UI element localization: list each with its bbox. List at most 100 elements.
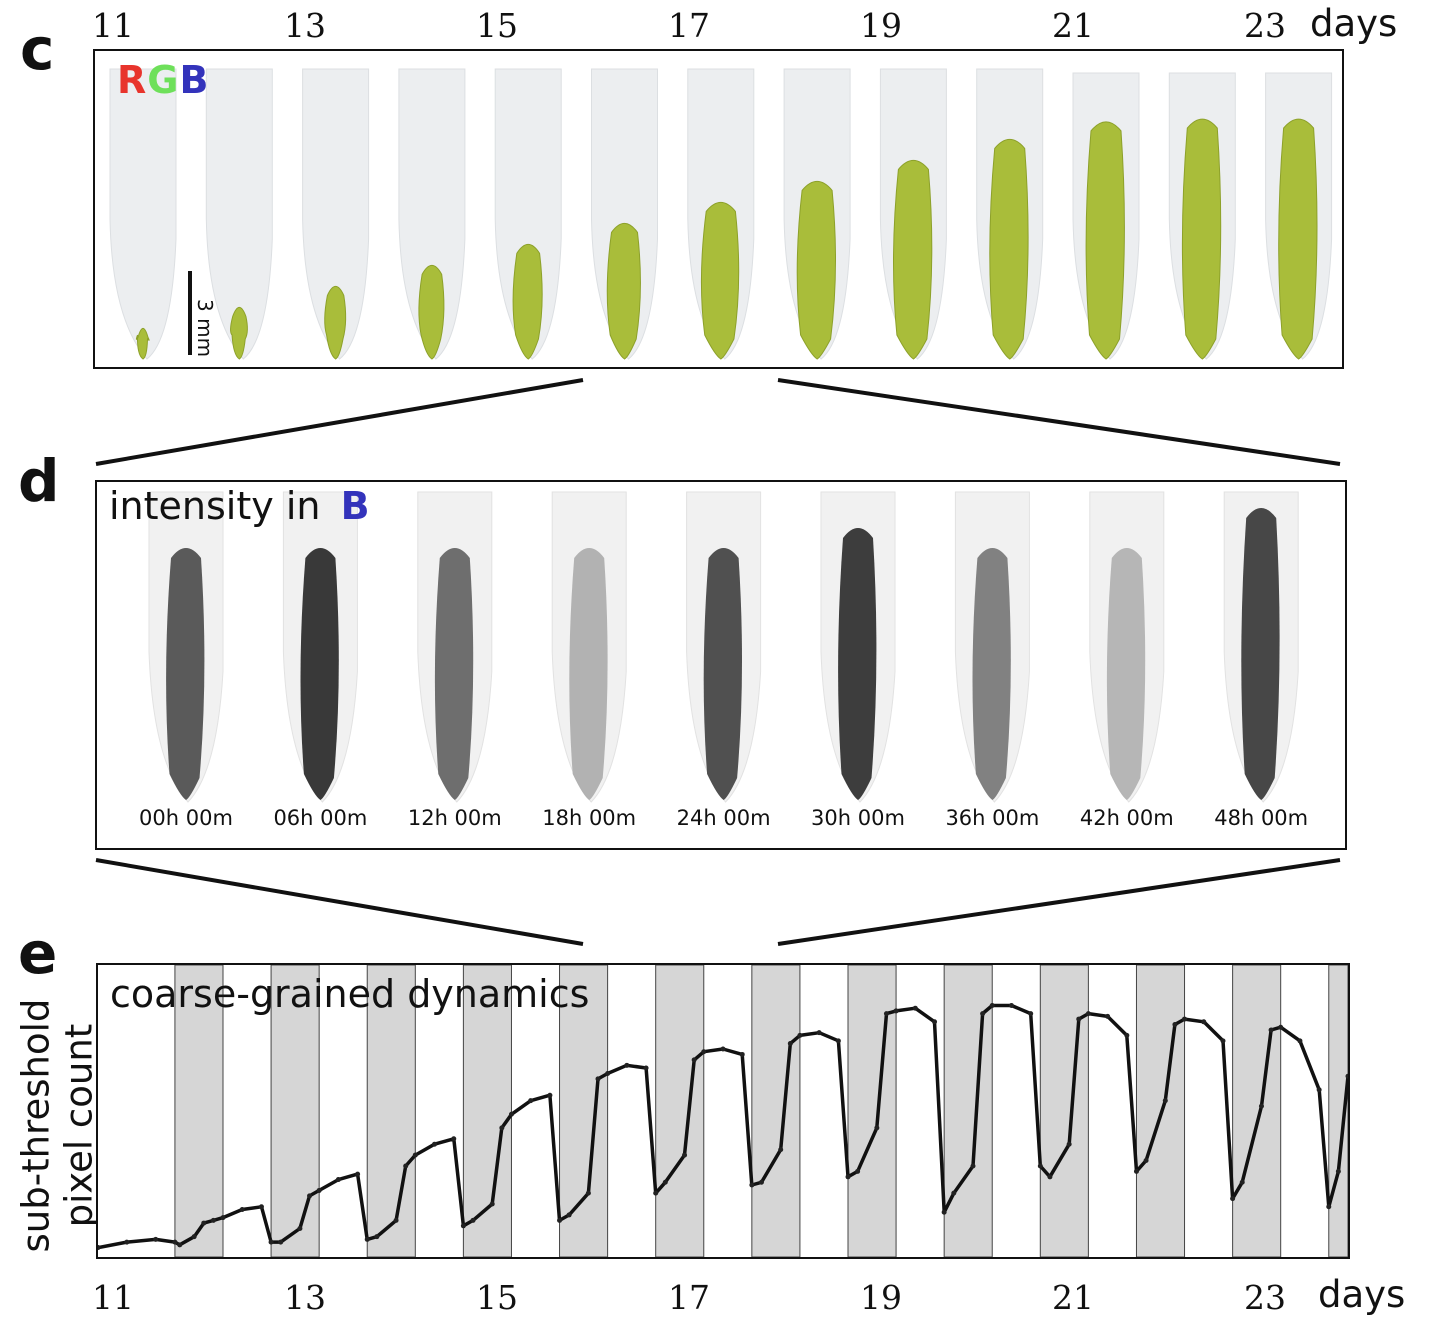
dynamics-point [1345,1073,1348,1079]
dynamics-point [1258,1103,1264,1109]
dynamics-point [989,1002,995,1008]
dynamics-point [980,1011,986,1017]
dynamics-point [1172,1022,1178,1028]
dynamics-point [1037,1163,1043,1169]
dynamics-point [595,1076,601,1082]
frame-time-label: 12h 00m [407,806,502,830]
panel-e-label: coarse-grained dynamics [110,972,590,1016]
dynamics-point [691,1057,697,1063]
dynamics-point [258,1204,264,1210]
dynamics-point [941,1209,947,1215]
frame-intensity [434,548,474,800]
dynamics-point [528,1098,534,1104]
dynamics-point [1335,1168,1341,1174]
dynamics-point [1278,1024,1284,1030]
dynamics-point [1066,1141,1072,1147]
leaf-green-region [418,264,445,360]
panel-d-label-prefix: intensity in [109,484,321,528]
dynamics-point [1124,1032,1130,1038]
dynamics-point [797,1032,803,1038]
panel-e-letter: e [18,919,58,987]
channel-b: B [179,58,210,102]
top-tick: 19 [860,6,902,45]
dynamics-point [1268,1027,1274,1033]
frame-intensity [1106,548,1146,800]
panel-d-letter: d [18,447,60,515]
leaf-outline [302,68,370,360]
dynamics-point [557,1217,563,1223]
leaf-green-region [1085,121,1125,360]
panel-d-label: intensity in B [109,487,370,525]
ylabel-line2: pixel count [57,1023,100,1228]
dark-period-band [559,965,609,1257]
dynamics-point [335,1177,341,1183]
dynamics-point [364,1236,370,1242]
dynamics-point [778,1147,784,1153]
dynamics-point [307,1193,313,1199]
dynamics-point [153,1236,159,1242]
dynamics-point [883,1011,889,1017]
dynamics-point [98,1245,101,1251]
dynamics-point [393,1217,399,1223]
leaf-green-region [1181,118,1222,360]
dark-period-band [847,965,897,1257]
dark-period-band [366,965,416,1257]
frame-time-label: 24h 00m [676,806,771,830]
frame-time-label: 06h 00m [273,806,368,830]
dynamics-point [1133,1168,1139,1174]
dynamics-point [432,1141,438,1147]
dynamics-point [547,1092,553,1098]
dynamics-point [720,1046,726,1052]
dynamics-point [1316,1087,1322,1093]
dynamics-point [1143,1158,1149,1164]
dynamics-point [739,1051,745,1057]
frame-time-label: 30h 00m [811,806,905,830]
dynamics-point [355,1171,361,1177]
leaf-green-region [796,180,837,360]
dynamics-point [758,1179,764,1185]
leaf-green-region [135,327,150,360]
dynamics-point [1220,1038,1226,1044]
bottom-tick: 17 [668,1278,710,1317]
panel-e-plot [98,965,1348,1257]
dynamics-point [893,1008,899,1014]
dynamics-point [701,1049,707,1055]
leaf-outline [494,68,562,360]
dynamics-point [278,1239,284,1245]
leaf-green-region [989,138,1029,360]
leaf-green-region [892,159,933,360]
dynamics-point [1085,1011,1091,1017]
dynamics-point [624,1062,630,1068]
dynamics-point [874,1125,880,1131]
top-tick: 23 [1244,6,1286,45]
dynamics-point [1008,1002,1014,1008]
dynamics-point [1162,1098,1168,1104]
top-tick: 13 [284,6,326,45]
top-tick: 21 [1052,6,1094,45]
ylabel-line1: sub-threshold [14,998,58,1253]
frame-intensity [166,548,205,800]
top-tick: 11 [92,6,134,45]
dynamics-point [451,1136,457,1142]
bottom-tick: 23 [1244,1278,1286,1317]
dark-period-band [174,965,224,1257]
panel-e-ylabel: sub-threshold pixel count [14,996,100,1256]
dynamics-point [855,1168,861,1174]
dynamics-point [1230,1196,1236,1202]
dynamics-point [210,1217,216,1223]
dynamics-point [1326,1204,1332,1210]
dynamics-point [1076,1016,1082,1022]
leaf-green-region [230,306,248,360]
dynamics-point [1182,1016,1188,1022]
dynamics-point [316,1187,322,1193]
dynamics-point [816,1030,822,1036]
panel-e-frame: coarse-grained dynamics [96,963,1350,1259]
bottom-tick: 21 [1052,1278,1094,1317]
dynamics-point [835,1038,841,1044]
scale-bar-label: 3 mm [193,299,217,358]
frame-intensity [300,548,339,800]
dynamics-point [124,1239,130,1245]
dynamics-point [951,1190,957,1196]
dynamics-point [499,1125,505,1131]
dynamics-point [1239,1179,1245,1185]
